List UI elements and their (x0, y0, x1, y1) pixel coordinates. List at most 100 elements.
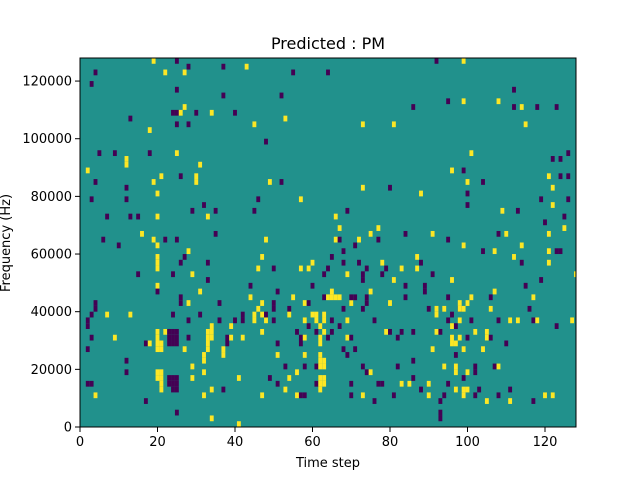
heatmap-cell (535, 104, 540, 110)
heatmap-cell (349, 334, 354, 341)
heatmap-cell (302, 363, 307, 370)
heatmap-cell (550, 202, 555, 208)
heatmap-cell (457, 300, 462, 306)
heatmap-cell (360, 277, 365, 283)
heatmap-cell (155, 265, 160, 272)
heatmap-cell (523, 121, 528, 128)
heatmap-cell (167, 380, 172, 387)
heatmap-cell (318, 380, 323, 387)
heatmap-cell (531, 317, 536, 324)
heatmap-cell (236, 375, 241, 381)
heatmap-cell (124, 184, 129, 191)
heatmap-cell (527, 305, 532, 312)
heatmap-cell (264, 138, 268, 145)
heatmap-cell (426, 380, 431, 387)
heatmap-cell (174, 58, 179, 64)
heatmap-cell (174, 109, 179, 116)
heatmap-cell (500, 207, 505, 214)
heatmap-cell (295, 392, 299, 399)
heatmap-cell (554, 104, 559, 110)
heatmap-cell (209, 109, 214, 116)
heatmap-cell (550, 184, 555, 191)
heatmap-cell (302, 334, 307, 341)
heatmap-cell (345, 271, 350, 278)
heatmap-cell (260, 300, 265, 306)
heatmap-cell (240, 334, 245, 341)
heatmap-cell (155, 282, 160, 289)
heatmap-cell (298, 340, 303, 347)
heatmap-cell (233, 317, 237, 324)
heatmap-cell (89, 311, 94, 318)
heatmap-cell (461, 242, 466, 249)
heatmap-cell (271, 305, 276, 312)
heatmap-cell (248, 294, 253, 301)
heatmap-cell (155, 369, 160, 376)
heatmap-cell (566, 196, 571, 203)
heatmap-cell (461, 392, 466, 399)
heatmap-cell (492, 288, 497, 295)
heatmap-cell (504, 340, 509, 347)
heatmap-cell (360, 184, 365, 191)
heatmap-cell (209, 334, 214, 341)
heatmap-cell (198, 161, 203, 168)
heatmap-cell (190, 363, 195, 370)
heatmap-cell (159, 369, 164, 376)
heatmap-cell (318, 323, 323, 329)
x-tick-label: 120 (533, 435, 558, 450)
heatmap-cell (128, 115, 133, 122)
heatmap-cell (314, 328, 319, 335)
heatmap-cell (302, 317, 307, 324)
heatmap-cell (477, 386, 482, 393)
heatmap-cell (202, 357, 206, 364)
heatmap-cell (442, 305, 447, 312)
heatmap-cell (399, 380, 404, 387)
heatmap-cell (329, 254, 334, 260)
y-tick-label: 60000 (31, 248, 72, 263)
heatmap-cell (260, 311, 265, 318)
heatmap-cell (481, 346, 485, 353)
heatmap-cell (112, 334, 117, 341)
heatmap-cell (190, 271, 195, 278)
heatmap-cell (283, 386, 288, 393)
x-axis-label: Time step (295, 456, 360, 471)
heatmap-cell (457, 305, 462, 312)
heatmap-cell (434, 305, 439, 312)
heatmap-cell (194, 109, 199, 116)
heatmap-cell (496, 230, 501, 237)
heatmap-cell (124, 156, 129, 162)
heatmap-cell (446, 98, 451, 105)
heatmap-cell (345, 207, 350, 214)
heatmap-cell (411, 104, 416, 110)
heatmap-cell (473, 328, 478, 335)
heatmap-cell (465, 202, 470, 208)
heatmap-cell (186, 334, 191, 341)
heatmap-cell (275, 288, 280, 295)
heatmap-cell (147, 340, 152, 347)
heatmap-cell (93, 179, 98, 185)
heatmap-cell (360, 271, 365, 278)
heatmap-cell (310, 259, 315, 266)
heatmap-cell (171, 386, 175, 393)
heatmap-cell (151, 236, 156, 243)
heatmap-cell (159, 386, 164, 393)
heatmap-cell (430, 346, 435, 353)
heatmap-cell (376, 225, 381, 231)
heatmap-cell (322, 357, 327, 364)
heatmap-cell (496, 98, 501, 105)
heatmap-cell (570, 317, 575, 324)
heatmap-cell (360, 363, 365, 370)
heatmap-cell (329, 294, 334, 301)
heatmap-cell (419, 190, 423, 197)
heatmap-cell (543, 219, 547, 226)
heatmap-cell (186, 248, 191, 255)
heatmap-cell (461, 386, 466, 393)
heatmap-cell (391, 277, 396, 283)
heatmap-cell (287, 375, 292, 381)
heatmap-cell (450, 334, 454, 341)
heatmap-cell (519, 242, 524, 249)
heatmap-cell (159, 173, 164, 180)
heatmap-cell (512, 86, 516, 93)
heatmap-cell (322, 317, 327, 324)
heatmap-cell (446, 380, 451, 387)
heatmap-cell (546, 248, 551, 255)
